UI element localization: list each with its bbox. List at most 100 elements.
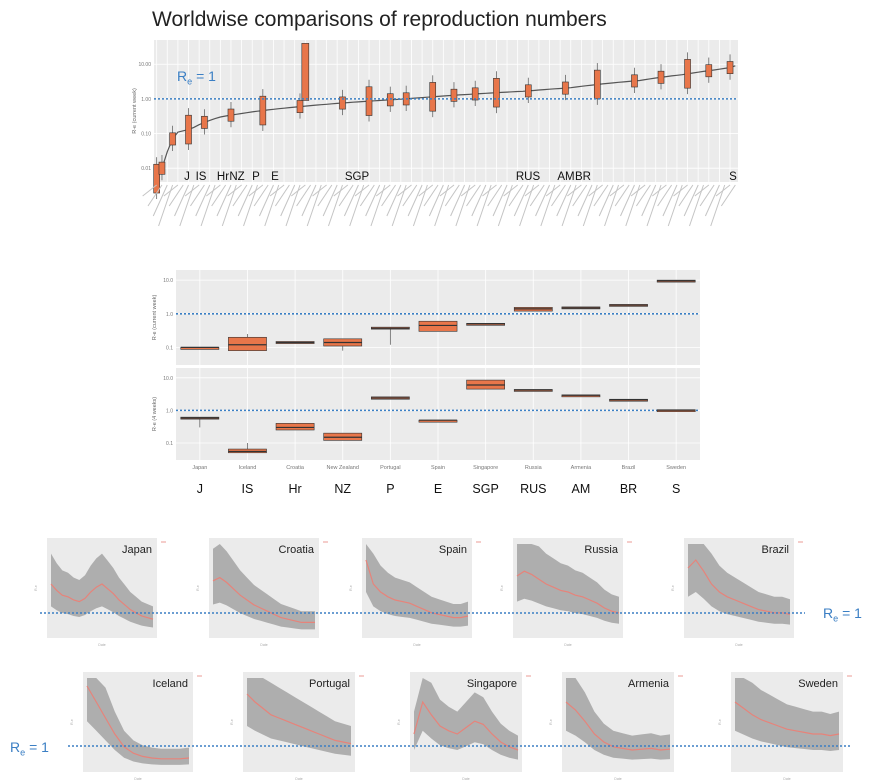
country-tick-mark xyxy=(343,184,359,217)
y-axis-label: R-e xyxy=(397,719,401,725)
panel-title: Singapore xyxy=(467,678,517,690)
country-tick-mark xyxy=(434,184,450,227)
y-tick-label: 0.1 xyxy=(166,441,173,447)
country-tick-mark xyxy=(418,184,434,197)
estimate-line xyxy=(246,693,352,745)
x-axis-label: Date xyxy=(735,643,742,647)
country-tick-label: Singapore xyxy=(473,465,498,471)
country-tick-mark xyxy=(269,184,285,197)
country-abbr: BR xyxy=(620,482,637,496)
country-tick-mark xyxy=(588,184,603,197)
country-abbr: J xyxy=(184,171,190,183)
country-tick-mark xyxy=(327,184,343,227)
panel-title: Sweden xyxy=(798,678,838,690)
y-tick-label: 10.00 xyxy=(138,62,151,68)
country-tick-mark xyxy=(652,184,667,197)
country-abbr: S xyxy=(672,482,680,496)
country-tick-mark xyxy=(200,184,216,227)
country-tick-mark xyxy=(184,184,200,197)
country-abbr: AM xyxy=(572,482,591,496)
country-abbr: E xyxy=(271,171,279,183)
confidence-band xyxy=(414,678,518,760)
x-axis-label: Date xyxy=(98,643,105,647)
country-tick-mark xyxy=(529,184,545,207)
estimate-line xyxy=(86,685,190,760)
re-equals: = 1 xyxy=(25,739,49,755)
reference-label: Re = 1 xyxy=(10,739,49,758)
top-boxplot-panel: 10.00 1.00 0.10 0.01 R-e (current week) Re = … xyxy=(132,40,738,227)
country-abbr: S xyxy=(729,171,737,183)
country-tick-mark xyxy=(291,184,306,197)
country-tick-mark xyxy=(673,184,688,197)
country-tick-label: Iceland xyxy=(239,465,257,471)
confidence-band xyxy=(366,544,468,627)
panel-title: Japan xyxy=(122,544,152,556)
x-axis-label: Date xyxy=(260,643,267,647)
country-tick-mark xyxy=(317,184,333,207)
country-tick-mark xyxy=(195,184,211,217)
country-tick-mark xyxy=(540,184,556,227)
country-tick-mark xyxy=(444,184,460,207)
y-axis-label: R-e xyxy=(349,585,353,591)
y-axis-label: R-e xyxy=(230,719,234,725)
country-tick-mark xyxy=(152,184,168,217)
box xyxy=(631,74,638,88)
country-abbr: NZ xyxy=(229,171,244,183)
box xyxy=(339,96,346,110)
country-tick-mark xyxy=(635,184,651,207)
country-tick-mark xyxy=(365,184,381,217)
country-tick-mark xyxy=(296,184,312,207)
box xyxy=(450,88,458,102)
country-tick-mark xyxy=(306,184,322,227)
estimate-line xyxy=(565,701,671,751)
country-tick-mark xyxy=(243,184,259,227)
country-tick-mark xyxy=(699,184,715,207)
country-tick-label: Sweden xyxy=(666,465,686,471)
box xyxy=(365,86,373,116)
box xyxy=(201,115,208,129)
box xyxy=(386,93,394,107)
country-tick-label: Armenia xyxy=(571,465,592,471)
re-symbol: R xyxy=(10,739,20,755)
country-tick-mark xyxy=(370,184,386,227)
estimate-line xyxy=(413,700,519,751)
box xyxy=(169,132,176,146)
country-tick-mark xyxy=(710,184,726,227)
country-tick-mark xyxy=(487,184,503,207)
country-tick-mark xyxy=(274,184,290,207)
country-tick-mark xyxy=(551,184,566,207)
y-axis-label: R-e xyxy=(718,719,722,725)
country-tick-mark xyxy=(142,184,157,197)
x-axis-label: Date xyxy=(295,777,302,781)
country-tick-mark xyxy=(147,184,163,207)
country-tick-mark xyxy=(572,184,588,207)
country-tick-mark xyxy=(582,184,598,227)
y-tick-label: 0.1 xyxy=(166,345,173,351)
country-tick-mark xyxy=(641,184,657,217)
country-tick-label: Russia xyxy=(525,465,543,471)
country-abbr: SGP xyxy=(345,171,370,183)
small-panel: Portugal Date R-e xyxy=(230,672,364,781)
country-tick-mark xyxy=(407,184,423,217)
country-tick-mark xyxy=(163,184,179,197)
box xyxy=(296,100,304,113)
box-outlier xyxy=(301,43,310,101)
country-tick-label: Japan xyxy=(192,465,207,471)
x-axis-label: Date xyxy=(783,777,790,781)
panel-title: Brazil xyxy=(761,544,789,556)
country-tick-mark xyxy=(237,184,253,217)
panel-title: Russia xyxy=(584,544,619,556)
panel-title: Portugal xyxy=(309,678,350,690)
y-tick-label: 1.0 xyxy=(166,312,173,318)
small-panel: Sweden Date R-e xyxy=(718,672,852,781)
box xyxy=(493,78,500,108)
country-tick-mark xyxy=(524,184,540,197)
country-tick-mark xyxy=(476,184,492,227)
reference-label: Re = 1 xyxy=(177,68,216,87)
box xyxy=(429,82,437,112)
x-axis-label: Date xyxy=(134,777,141,781)
country-abbr: NZ xyxy=(334,482,351,496)
figure-title: Worldwise comparisons of reproduction nu… xyxy=(152,8,607,31)
small-panel: Japan Date R-e xyxy=(34,538,166,647)
plot-background xyxy=(154,40,738,182)
